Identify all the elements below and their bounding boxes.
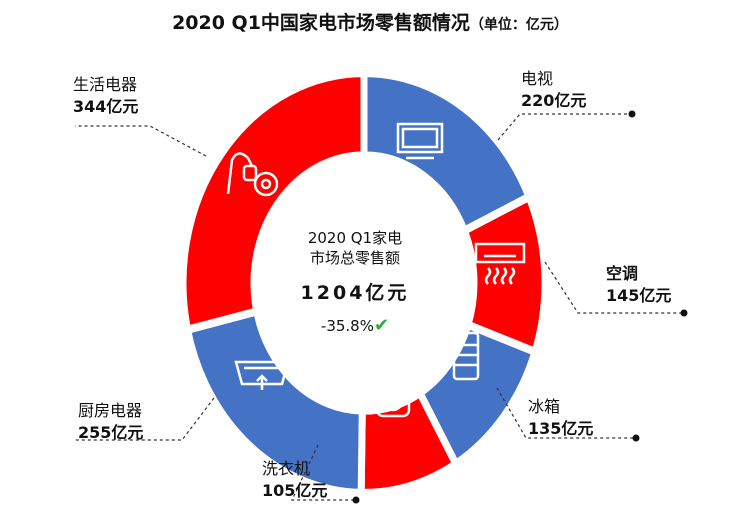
leader-line-living: [75, 125, 207, 157]
center-summary: 2020 Q1家电 市场总零售额 1204亿元 -35.8%✔: [280, 228, 430, 336]
label-name: 生活电器: [73, 75, 138, 94]
label-kitchen: 厨房电器 255亿元: [78, 400, 143, 444]
washing-machine-icon: [375, 378, 411, 418]
slice-tv: [360, 68, 534, 237]
leader-line-tv: [497, 113, 632, 141]
label-living: 生活电器 344亿元: [73, 74, 138, 118]
label-name: 厨房电器: [78, 401, 143, 420]
label-name: 冰箱: [528, 397, 561, 416]
leader-dot: [352, 496, 360, 504]
refrigerator-icon: [452, 331, 480, 381]
label-value: 220亿元: [521, 91, 587, 110]
label-fridge: 冰箱 135亿元: [528, 396, 593, 440]
label-value: 135亿元: [528, 419, 594, 438]
green-check-icon: ✔: [373, 315, 390, 336]
leader-line-washer: [291, 444, 356, 501]
center-change: -35.8%✔: [280, 315, 430, 336]
label-name: 空调: [606, 264, 639, 283]
label-name: 电视: [521, 69, 554, 88]
label-name: 洗衣机: [262, 459, 311, 478]
leader-line-ac: [544, 261, 684, 314]
label-tv: 电视 220亿元: [521, 68, 586, 112]
leader-dot: [632, 434, 640, 442]
slice-living: [179, 68, 368, 335]
label-ac: 空调 145亿元: [606, 263, 671, 307]
range-hood-icon: [234, 360, 290, 390]
tv-icon: [396, 122, 444, 160]
donut-ring: [179, 68, 549, 498]
change-value: -35.8%: [320, 317, 374, 335]
center-total: 1204亿元: [300, 282, 410, 304]
leader-dot: [628, 110, 636, 118]
center-line2: 市场总零售额: [309, 249, 400, 267]
label-value: 145亿元: [606, 286, 672, 305]
slice-kitchen: [183, 306, 366, 498]
label-washer: 洗衣机 105亿元: [262, 458, 327, 502]
title-text: 2020 Q1中国家电市场零售额情况: [172, 12, 470, 34]
label-value: 105亿元: [262, 481, 328, 500]
label-value: 344亿元: [73, 97, 139, 116]
vacuum-cleaner-icon: [226, 152, 279, 197]
leader-dot: [680, 309, 688, 317]
leader-line-fridge: [496, 387, 636, 439]
chart-title: 2020 Q1中国家电市场零售额情况（单位：亿元）: [0, 8, 740, 35]
unit-note: （单位：亿元）: [469, 17, 568, 33]
air-conditioner-icon: [474, 242, 526, 285]
label-value: 255亿元: [78, 423, 144, 442]
center-line1: 2020 Q1家电: [307, 229, 403, 247]
